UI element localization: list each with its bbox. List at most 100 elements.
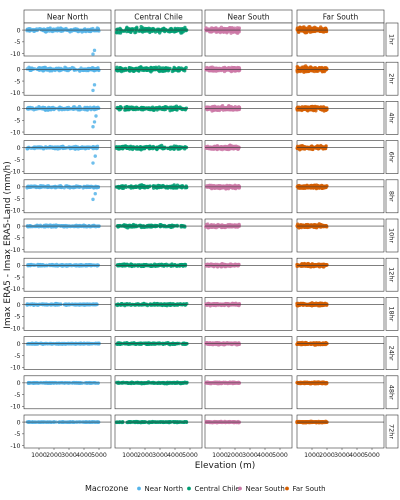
data-point — [206, 27, 211, 32]
data-point — [158, 145, 162, 149]
data-point — [131, 185, 136, 189]
data-point — [39, 145, 43, 149]
facet-row-label: 2hr — [388, 73, 396, 84]
facet-panel — [114, 218, 203, 253]
data-point — [296, 30, 301, 34]
facet-row-label: 4hr — [388, 112, 396, 123]
y-tick-label: -5 — [14, 196, 20, 203]
y-tick-label: -5 — [14, 353, 20, 360]
data-point — [58, 26, 63, 30]
facet-panel — [23, 297, 112, 331]
data-point — [214, 264, 219, 268]
data-point — [299, 28, 303, 32]
data-point — [93, 146, 98, 150]
data-point — [47, 68, 51, 72]
data-point — [91, 52, 95, 56]
data-point — [320, 302, 324, 306]
data-point — [297, 184, 301, 188]
data-point — [63, 68, 68, 72]
data-point — [170, 184, 175, 189]
data-point — [148, 28, 152, 33]
data-point — [157, 65, 161, 69]
data-point — [93, 154, 97, 158]
data-point — [237, 105, 241, 109]
facet-column-label: Near South — [227, 13, 269, 22]
data-point — [165, 106, 170, 110]
data-point — [127, 68, 132, 72]
facet-column-label: Near North — [47, 13, 89, 22]
data-point — [159, 184, 163, 189]
data-point — [69, 107, 73, 111]
point-group-far-south — [295, 64, 329, 74]
data-point — [302, 302, 307, 306]
data-point — [75, 224, 80, 229]
data-point — [218, 186, 222, 191]
y-tick-label: -5 — [14, 314, 20, 321]
data-point — [223, 301, 228, 306]
facet-row-strip — [385, 22, 399, 57]
data-point — [75, 106, 79, 110]
data-point — [309, 28, 313, 32]
y-tick-label: -10 — [10, 129, 20, 136]
data-point — [133, 27, 137, 31]
data-point — [115, 31, 119, 35]
data-point — [91, 88, 95, 93]
y-tick-label: 0 — [17, 67, 21, 74]
data-point — [122, 262, 126, 267]
data-point — [233, 66, 237, 70]
data-point — [59, 106, 63, 110]
data-point — [93, 192, 97, 196]
data-point — [139, 24, 143, 29]
data-point — [318, 264, 322, 268]
data-point — [67, 184, 71, 189]
data-point — [295, 70, 300, 74]
y-tick-label: -5 — [14, 39, 20, 46]
y-tick-label: 0 — [17, 341, 21, 348]
data-point — [211, 262, 216, 267]
data-point — [43, 303, 48, 307]
y-tick-label: -10 — [10, 90, 20, 97]
data-point — [316, 68, 320, 72]
data-point — [26, 106, 31, 110]
data-point — [94, 185, 98, 190]
y-tick-label: -5 — [14, 235, 20, 242]
data-point — [133, 67, 138, 71]
data-point — [225, 27, 230, 31]
data-point — [61, 28, 65, 33]
data-point — [314, 264, 318, 268]
data-point — [211, 66, 215, 71]
data-point — [144, 224, 148, 229]
data-point — [140, 302, 144, 306]
data-point — [72, 68, 76, 72]
data-point — [48, 107, 53, 111]
y-tick-label: 0 — [17, 106, 21, 113]
data-point — [300, 186, 305, 190]
data-point — [219, 105, 224, 109]
data-point — [232, 29, 236, 33]
data-point — [157, 263, 161, 268]
data-point — [162, 302, 167, 306]
facet-row-label: 10hr — [388, 228, 396, 243]
data-point — [41, 105, 45, 110]
facet-column-label: Far South — [323, 13, 359, 22]
data-point — [236, 264, 240, 268]
data-point — [70, 302, 75, 306]
data-point — [168, 223, 173, 228]
facet-panel — [296, 257, 385, 292]
data-point — [307, 25, 311, 29]
data-point — [91, 161, 95, 165]
data-point — [67, 28, 72, 33]
data-point — [81, 302, 85, 306]
data-point — [95, 66, 100, 71]
data-point — [57, 184, 61, 188]
data-point — [66, 263, 70, 268]
data-point — [66, 68, 71, 73]
data-point — [51, 263, 55, 267]
y-tick-label: 0 — [17, 184, 21, 191]
facet-row-label: 24hr — [388, 346, 396, 361]
data-point — [148, 184, 152, 188]
facet-row-strip — [385, 101, 399, 135]
data-point — [33, 29, 37, 33]
data-point — [141, 264, 146, 268]
data-point — [140, 146, 145, 150]
